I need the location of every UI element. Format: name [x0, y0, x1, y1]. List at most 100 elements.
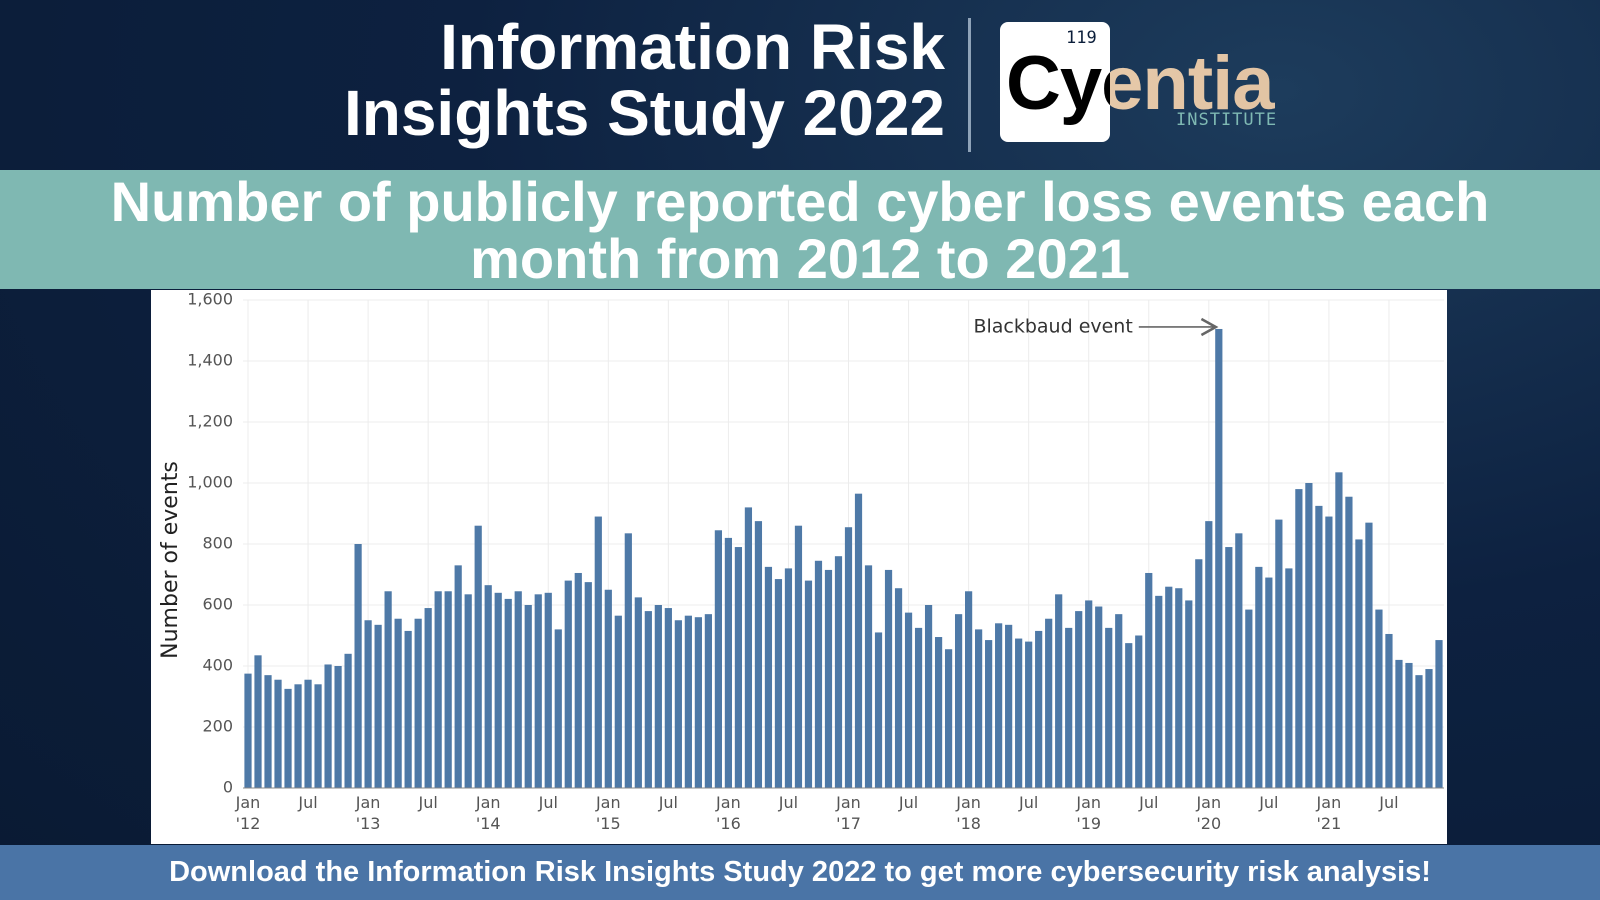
- bar: [334, 666, 342, 788]
- bar: [1365, 522, 1373, 788]
- bar: [1375, 609, 1383, 788]
- bar: [794, 525, 803, 788]
- chart-title: Number of publicly reported cyber loss e…: [110, 169, 1490, 290]
- y-tick-label: 0: [223, 778, 233, 797]
- bar: [834, 556, 843, 788]
- bar: [724, 537, 733, 788]
- bar: [1035, 630, 1043, 788]
- x-tick-label: Jul: [1379, 793, 1399, 812]
- bar: [414, 618, 422, 788]
- x-tick-label: Jan '16: [716, 793, 741, 833]
- banner: Number of publicly reported cyber loss e…: [0, 170, 1600, 289]
- bar: [604, 589, 612, 788]
- bar: [764, 566, 773, 788]
- bar: [624, 533, 632, 788]
- header-title: Information Risk Insights Study 2022: [343, 11, 945, 149]
- bar: [1395, 659, 1403, 788]
- bar: [1305, 483, 1313, 788]
- x-tick-label: Jul: [1018, 793, 1039, 812]
- x-tick-label: Jul: [538, 793, 558, 812]
- chart: Number of events 0 200 400 600 800 1,000 1,200…: [158, 290, 1444, 797]
- bar: [664, 608, 672, 788]
- bar: [1405, 662, 1413, 788]
- x-tick-label: Jan '15: [595, 793, 621, 833]
- bar: [1135, 635, 1143, 788]
- x-tick-label: Jan '12: [235, 793, 261, 833]
- bar: [354, 544, 362, 788]
- bar: [874, 632, 883, 788]
- chart-panel: Number of events 0 200 400 600 800 1,000 1,200…: [151, 290, 1447, 844]
- bar: [314, 684, 322, 788]
- bar: [784, 568, 793, 788]
- bar: [884, 569, 893, 788]
- bar: [1045, 618, 1053, 788]
- y-tick-label: 1,200: [187, 412, 233, 431]
- x-tick-label: Jan '21: [1316, 793, 1342, 833]
- bar: [1075, 611, 1083, 788]
- bar: [404, 630, 412, 788]
- x-tick-label: Jan '17: [836, 793, 861, 833]
- bar: [914, 627, 923, 788]
- divider: [968, 18, 971, 152]
- bar: [284, 688, 292, 788]
- bar: [1315, 505, 1323, 788]
- y-tick-label: 1,600: [187, 290, 233, 309]
- bar: [1415, 675, 1423, 788]
- bar: [804, 580, 813, 788]
- bar: [864, 565, 873, 788]
- bar: [1085, 600, 1093, 788]
- bar: [464, 594, 472, 788]
- bar: [1355, 539, 1363, 788]
- bar: [985, 640, 993, 788]
- y-tick-label: 600: [202, 595, 233, 614]
- bar: [934, 637, 943, 788]
- bar: [1275, 519, 1283, 788]
- bar: [634, 597, 642, 788]
- x-tick-label: Jan '19: [1076, 793, 1102, 833]
- bar: [294, 684, 302, 788]
- bar: [274, 679, 282, 788]
- x-tick-label: Jan '13: [355, 793, 381, 833]
- bar: [1265, 577, 1273, 788]
- bar: [534, 594, 542, 788]
- bar: [574, 572, 582, 788]
- bar: [434, 591, 442, 788]
- bar: [1255, 566, 1263, 788]
- bar: [704, 614, 712, 788]
- annotation: Blackbaud event: [973, 315, 1132, 337]
- y-tick-label: 1,400: [187, 351, 233, 370]
- bar: [1225, 547, 1233, 788]
- x-tick-label: Jul: [418, 793, 438, 812]
- bar: [694, 617, 702, 788]
- bar: [1005, 624, 1013, 788]
- x-tick-label: Jul: [1259, 793, 1279, 812]
- bar: [944, 649, 953, 788]
- y-tick-label: 200: [202, 717, 233, 736]
- bar: [514, 591, 522, 788]
- x-tick-label: Jul: [898, 793, 919, 812]
- bar: [894, 588, 903, 788]
- bar: [844, 527, 853, 788]
- x-tick-label: Jul: [1139, 793, 1159, 812]
- bar: [614, 615, 622, 788]
- bar: [774, 579, 783, 788]
- bar: [424, 608, 432, 788]
- bar: [524, 605, 532, 788]
- bar: [544, 592, 552, 788]
- bar: [954, 614, 963, 788]
- logo-box: [1000, 22, 1110, 142]
- x-tick-label: Jul: [298, 793, 318, 812]
- x-tick-label: Jul: [778, 793, 799, 812]
- bar: [1235, 533, 1243, 788]
- bar: [1425, 669, 1433, 788]
- bar: [1215, 328, 1223, 788]
- x-tick-label: Jan '20: [1196, 793, 1222, 833]
- bar: [444, 591, 452, 788]
- bar: [1145, 572, 1153, 788]
- bar: [904, 612, 913, 788]
- bar: [384, 591, 392, 788]
- bar: [394, 618, 402, 788]
- y-tick-label: 800: [202, 534, 233, 553]
- bar: [1155, 595, 1163, 788]
